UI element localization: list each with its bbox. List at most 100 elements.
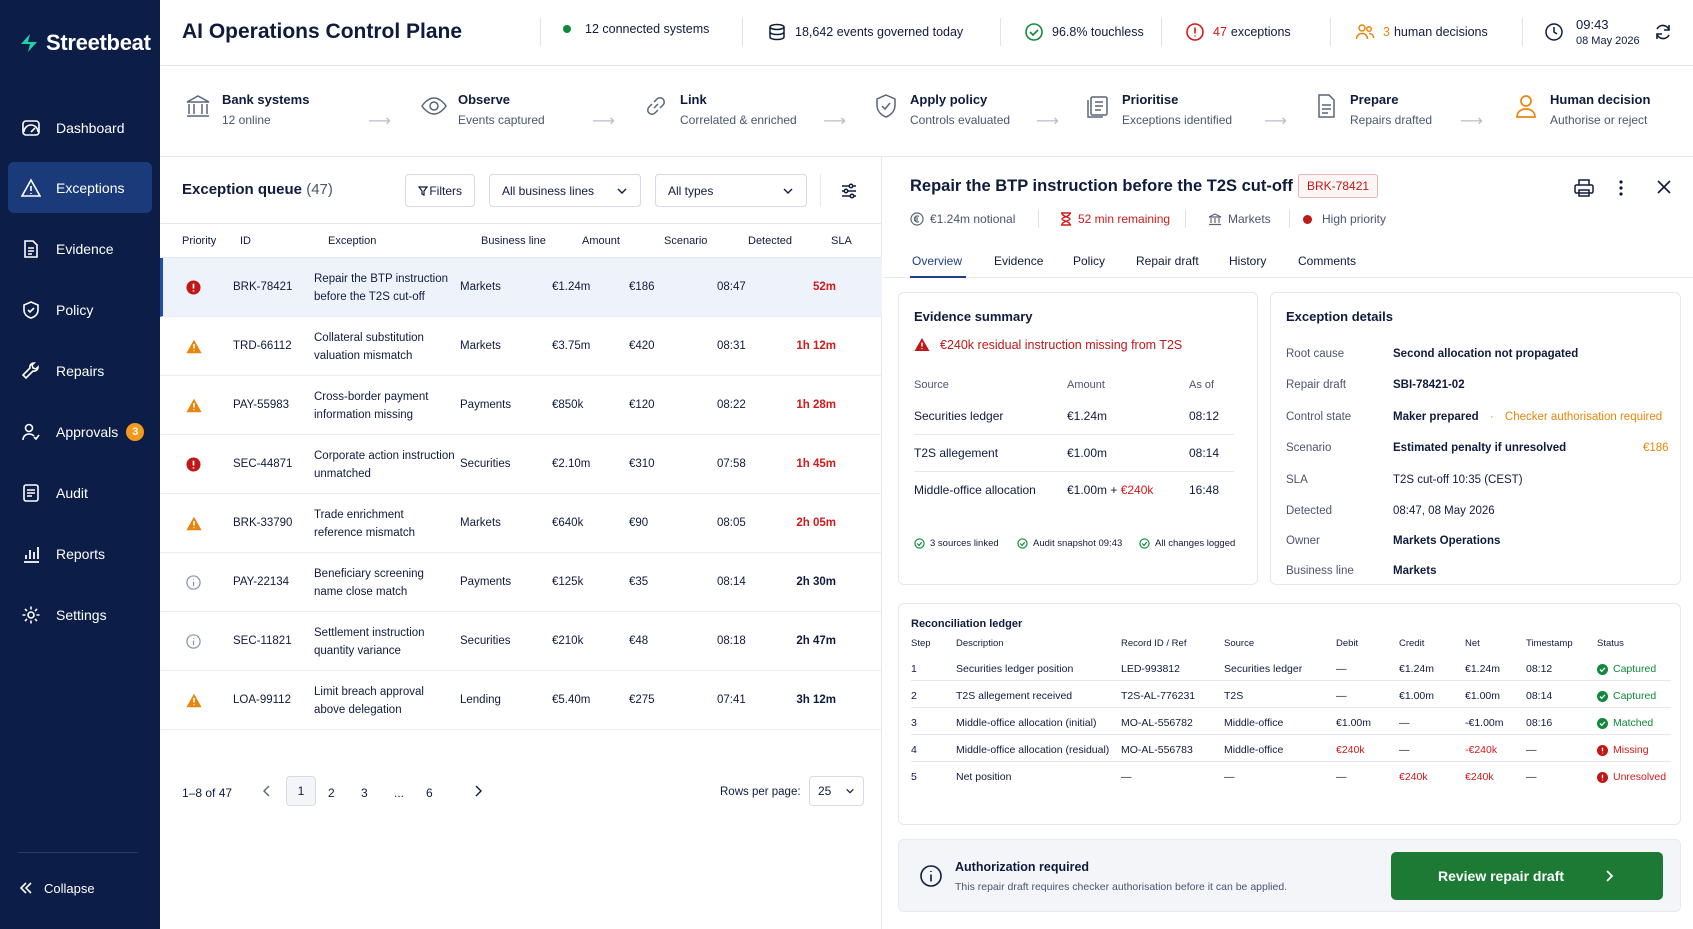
ledger-col-description: Description [956, 638, 1004, 649]
tab-policy[interactable]: Policy [1073, 254, 1106, 268]
table-row[interactable]: LOA-99112 Limit breach approval above dele… [160, 671, 882, 730]
connected-systems-text: 12 connected systems [585, 22, 710, 36]
row-scenario: €120 [629, 399, 655, 411]
evidence-source: Middle-office allocation [914, 483, 1036, 497]
brand-logo[interactable]: Streetbeat [18, 30, 151, 56]
page-2-button[interactable]: 2 [328, 786, 335, 800]
collapse-button[interactable]: Collapse [18, 880, 95, 896]
ledger-col-net: Net [1465, 638, 1480, 649]
pipeline-step-link[interactable]: Link Correlated & enriched [642, 92, 797, 127]
ledger-col-source: Source [1224, 638, 1255, 649]
sidebar-item-label: Policy [56, 301, 94, 318]
print-icon[interactable] [1573, 177, 1595, 199]
table-row[interactable]: SEC-11821 Settlement instruction quantity … [160, 612, 882, 671]
table-row[interactable]: BRK-78421 Repair the BTP instruction befor… [160, 258, 882, 317]
col-exception[interactable]: Exception [328, 235, 377, 247]
rows-per-page-select[interactable]: 25 [809, 776, 864, 806]
step-title: Link [680, 92, 707, 107]
close-icon[interactable] [1656, 179, 1672, 195]
col-scenario[interactable]: Scenario [664, 235, 708, 247]
evidence-summary-card: Evidence summary €240k residual instruct… [898, 292, 1258, 585]
row-exception: Limit breach approval above delegation [314, 683, 464, 719]
row-exception-line1: Collateral substitution [314, 332, 424, 344]
next-page-chevron-icon[interactable] [471, 784, 485, 798]
sidebar-item-repairs[interactable]: Repairs [8, 345, 152, 396]
table-row[interactable]: SEC-44871 Corporate action instruction unm… [160, 435, 882, 494]
sidebar-item-approvals[interactable]: Approvals 3 [8, 406, 152, 457]
business-lines-select[interactable]: All business lines [489, 174, 641, 207]
sliders-icon[interactable] [840, 182, 858, 200]
events-text: 18,642 events governed today [795, 25, 964, 39]
pipeline-step-apply-policy[interactable]: Apply policy Controls evaluated [872, 92, 1010, 127]
row-exception: Beneficiary screening name close match [314, 565, 464, 601]
ledger-step: 3 [911, 717, 917, 729]
page-ellipsis: ... [394, 786, 405, 800]
ledger-timestamp: — [1526, 771, 1537, 783]
col-priority[interactable]: Priority [182, 235, 217, 247]
step-subtitle: Controls evaluated [910, 113, 1011, 127]
more-vertical-icon[interactable] [1618, 179, 1624, 197]
sources-linked-note: 3 sources linked [914, 538, 999, 549]
row-scenario: €275 [629, 694, 655, 706]
row-scenario: €186 [629, 281, 655, 293]
table-row[interactable]: BRK-33790 Trade enrichment reference misma… [160, 494, 882, 553]
pipeline-step-observe[interactable]: Observe Events captured [420, 92, 545, 127]
divider [820, 174, 821, 207]
col-sla[interactable]: SLA [831, 235, 852, 247]
tab-overview[interactable]: Overview [912, 254, 963, 268]
row-business-line: Lending [460, 694, 501, 706]
pipeline-step-human-decision[interactable]: Human decision Authorise or reject [1512, 92, 1650, 127]
row-detected: 07:58 [717, 458, 746, 470]
pipeline-step-bank-systems[interactable]: Bank systems 12 online [184, 92, 309, 127]
row-detected: 08:22 [717, 399, 746, 411]
connected-systems-stat: 12 connected systems [563, 22, 709, 36]
sidebar-item-dashboard[interactable]: Dashboard [8, 102, 152, 153]
evidence-asof: 08:14 [1189, 446, 1220, 460]
types-select[interactable]: All types [655, 174, 807, 207]
table-row[interactable]: PAY-22134 Beneficiary screening name close… [160, 553, 882, 612]
evidence-source: T2S allegement [914, 446, 999, 460]
tab-history[interactable]: History [1229, 254, 1267, 268]
col-id[interactable]: ID [240, 235, 251, 247]
filters-button[interactable]: Filters [405, 174, 475, 207]
tab-comments[interactable]: Comments [1298, 254, 1357, 268]
row-exception-line2: information missing [314, 409, 414, 421]
table-row[interactable]: TRD-66112 Collateral substitution valuatio… [160, 317, 882, 376]
exception-detail-panel: Repair the BTP instruction before the T2… [883, 157, 1693, 929]
sidebar-item-policy[interactable]: Policy [8, 284, 152, 335]
ledger-col-ref: Record ID / Ref [1121, 638, 1187, 649]
page-3-button[interactable]: 3 [361, 786, 368, 800]
refresh-icon[interactable] [1653, 22, 1673, 42]
review-repair-draft-button[interactable]: Review repair draft [1391, 852, 1663, 900]
ledger-row: 4 Middle-office allocation (residual) MO-A… [911, 735, 1671, 762]
col-detected[interactable]: Detected [748, 235, 793, 247]
tab-evidence[interactable]: Evidence [994, 254, 1044, 268]
prev-page-chevron-icon[interactable] [260, 784, 274, 798]
step-subtitle: Events captured [458, 113, 545, 127]
repair-draft-value[interactable]: SBI-78421-02 [1393, 379, 1465, 391]
scenario-value: Estimated penalty if unresolved [1393, 442, 1567, 454]
table-row[interactable]: PAY-55983 Cross-border payment information… [160, 376, 882, 435]
pipeline-step-prepare[interactable]: Prepare Repairs drafted [1312, 92, 1432, 127]
row-id: PAY-55983 [233, 399, 290, 411]
hourglass-icon [1060, 212, 1072, 226]
ledger-source: Middle-office [1224, 717, 1284, 729]
sidebar-item-exceptions[interactable]: Exceptions [8, 162, 152, 213]
sidebar-item-evidence[interactable]: Evidence [8, 223, 152, 274]
page-6-button[interactable]: 6 [426, 786, 433, 800]
col-amount[interactable]: Amount [582, 235, 620, 247]
tab-repair-draft[interactable]: Repair draft [1136, 254, 1199, 268]
row-detected: 08:14 [717, 576, 746, 588]
ledger-debit: — [1336, 771, 1347, 783]
remaining-text: 52 min remaining [1078, 212, 1171, 226]
top-bar: AI Operations Control Plane 12 connected… [160, 0, 1693, 66]
page-1-button[interactable]: 1 [286, 776, 316, 806]
sidebar-item-settings[interactable]: Settings [8, 589, 152, 640]
sidebar-item-audit[interactable]: Audit [8, 467, 152, 518]
authorization-title: Authorization required [955, 860, 1090, 874]
pipeline-step-prioritise[interactable]: Prioritise Exceptions identified [1084, 92, 1232, 127]
status-dot-icon [563, 25, 571, 33]
col-business-line[interactable]: Business line [481, 235, 546, 247]
repair-draft-label: Repair draft [1286, 379, 1347, 391]
sidebar-item-reports[interactable]: Reports [8, 528, 152, 579]
